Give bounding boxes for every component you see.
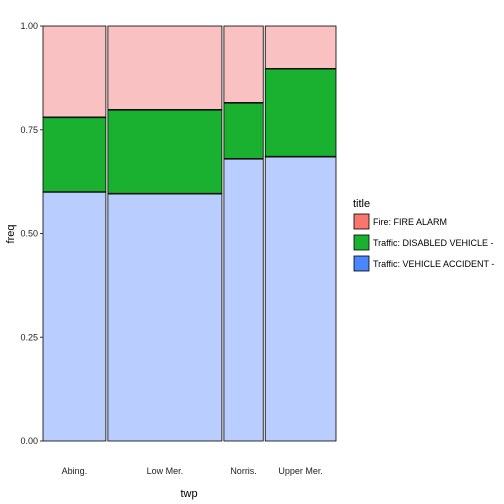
bar-segment-low-mer-series-2 xyxy=(107,25,223,111)
y-tick-label: 0.00 xyxy=(20,436,38,446)
x-tick-label: Abing. xyxy=(62,466,88,476)
legend-key xyxy=(353,255,370,272)
y-tick-label: 1.00 xyxy=(20,21,38,31)
bar-segment-norris-series-1 xyxy=(223,102,264,160)
x-tick-label: Upper Mer. xyxy=(278,466,323,476)
y-axis-title: freq xyxy=(5,225,17,244)
legend-key xyxy=(353,213,370,230)
x-axis: Abing. Low Mer. Norris. Upper Mer. xyxy=(62,466,323,476)
legend-label: Fire: FIRE ALARM xyxy=(373,217,447,227)
legend: title Fire: FIRE ALARM Traffic: DISABLED … xyxy=(353,198,494,272)
legend-title: title xyxy=(353,198,370,210)
y-tick-label: 0.25 xyxy=(20,332,38,342)
x-tick-label: Low Mer. xyxy=(147,466,184,476)
bar-segment-abing-series-1 xyxy=(42,116,107,193)
bar-segment-upper-mer-series-1 xyxy=(264,68,337,158)
bar-segment-low-mer-series-1 xyxy=(107,109,223,195)
y-axis: 0.00 0.25 0.50 0.75 1.00 xyxy=(20,21,43,446)
bar-segment-abing-series-2 xyxy=(42,25,107,118)
bar-segment-abing-series-0 xyxy=(42,191,107,442)
bar-segment-norris-series-0 xyxy=(223,158,264,442)
bar-segment-low-mer-series-0 xyxy=(107,193,223,442)
y-tick-label: 0.50 xyxy=(20,229,38,239)
plot-area xyxy=(42,25,337,442)
bar-segment-upper-mer-series-0 xyxy=(264,156,337,442)
x-tick-label: Norris. xyxy=(230,466,257,476)
legend-label: Traffic: DISABLED VEHICLE - xyxy=(373,238,494,248)
legend-key xyxy=(353,234,370,251)
legend-label: Traffic: VEHICLE ACCIDENT - xyxy=(373,259,494,269)
y-tick-label: 0.75 xyxy=(20,125,38,135)
bar-segment-norris-series-2 xyxy=(223,25,264,104)
x-axis-title: twp xyxy=(180,488,197,500)
bar-segment-upper-mer-series-2 xyxy=(264,25,337,70)
